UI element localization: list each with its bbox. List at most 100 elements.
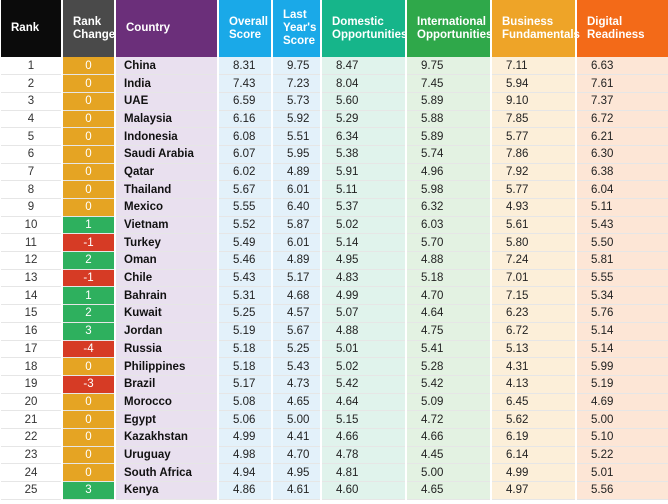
international-cell: 5.88 bbox=[405, 110, 491, 129]
rank-change-cell: 0 bbox=[61, 410, 115, 429]
digital-cell: 7.37 bbox=[575, 92, 668, 111]
last-year-score-cell: 7.23 bbox=[271, 74, 321, 93]
country-cell: Kenya bbox=[114, 481, 218, 500]
overall-score-cell: 5.08 bbox=[217, 393, 272, 412]
last-year-score-cell: 4.61 bbox=[271, 481, 321, 500]
business-cell: 7.92 bbox=[490, 163, 576, 182]
rank-cell: 14 bbox=[1, 286, 62, 306]
country-cell: India bbox=[114, 74, 218, 93]
rank-cell: 25 bbox=[1, 481, 62, 500]
header-country: Country bbox=[114, 0, 218, 57]
overall-score-cell: 6.07 bbox=[217, 145, 272, 164]
international-cell: 4.70 bbox=[405, 286, 491, 306]
digital-cell: 6.30 bbox=[575, 145, 668, 164]
business-cell: 7.86 bbox=[490, 145, 576, 164]
business-cell: 7.11 bbox=[490, 57, 576, 76]
digital-cell: 5.34 bbox=[575, 286, 668, 306]
overall-score-cell: 6.16 bbox=[217, 110, 272, 129]
domestic-cell: 5.14 bbox=[320, 233, 406, 253]
country-cell: Egypt bbox=[114, 410, 218, 429]
overall-score-cell: 5.43 bbox=[217, 269, 272, 288]
last-year-score-cell: 5.67 bbox=[271, 322, 321, 341]
last-year-score-cell: 4.41 bbox=[271, 428, 321, 447]
business-cell: 4.31 bbox=[490, 357, 576, 376]
rank-change-cell: -1 bbox=[61, 233, 115, 253]
country-cell: Chile bbox=[114, 269, 218, 288]
business-cell: 5.77 bbox=[490, 127, 576, 146]
digital-cell: 5.76 bbox=[575, 304, 668, 323]
international-cell: 5.00 bbox=[405, 463, 491, 482]
last-year-score-cell: 5.25 bbox=[271, 340, 321, 359]
table-row: 25 3 Kenya 4.86 4.61 4.60 4.65 4.97 5.56 bbox=[1, 481, 668, 500]
international-cell: 5.74 bbox=[405, 145, 491, 164]
rank-cell: 18 bbox=[1, 357, 62, 376]
international-cell: 7.45 bbox=[405, 74, 491, 93]
international-cell: 5.98 bbox=[405, 180, 491, 199]
overall-score-cell: 4.99 bbox=[217, 428, 272, 447]
digital-cell: 6.63 bbox=[575, 57, 668, 76]
overall-score-cell: 5.67 bbox=[217, 180, 272, 199]
digital-cell: 5.43 bbox=[575, 216, 668, 235]
last-year-score-cell: 5.43 bbox=[271, 357, 321, 376]
country-cell: Mexico bbox=[114, 198, 218, 217]
rank-change-cell: 0 bbox=[61, 428, 115, 447]
rank-cell: 6 bbox=[1, 145, 62, 164]
rank-change-cell: 1 bbox=[61, 286, 115, 306]
digital-cell: 7.61 bbox=[575, 74, 668, 93]
rank-change-cell: 0 bbox=[61, 163, 115, 182]
international-cell: 5.09 bbox=[405, 393, 491, 412]
domestic-cell: 6.34 bbox=[320, 127, 406, 146]
country-cell: Russia bbox=[114, 340, 218, 359]
digital-cell: 5.14 bbox=[575, 322, 668, 341]
table-row: 8 0 Thailand 5.67 6.01 5.11 5.98 5.77 6.04 bbox=[1, 180, 668, 199]
overall-score-cell: 5.49 bbox=[217, 233, 272, 253]
header-rank: Rank bbox=[1, 0, 62, 57]
rank-change-cell: 0 bbox=[61, 463, 115, 482]
rank-cell: 9 bbox=[1, 198, 62, 217]
domestic-cell: 5.42 bbox=[320, 375, 406, 394]
rank-change-cell: 0 bbox=[61, 145, 115, 164]
header-international-opportunities: International Opportunities bbox=[405, 0, 492, 57]
overall-score-cell: 5.18 bbox=[217, 357, 272, 376]
rank-change-cell: 2 bbox=[61, 304, 115, 323]
header-last-years-score: Last Year's Score bbox=[271, 0, 321, 57]
digital-cell: 5.19 bbox=[575, 375, 668, 394]
business-cell: 6.45 bbox=[490, 393, 576, 412]
rank-cell: 20 bbox=[1, 393, 62, 412]
digital-cell: 5.01 bbox=[575, 463, 668, 482]
digital-cell: 5.50 bbox=[575, 233, 668, 253]
country-cell: UAE bbox=[114, 92, 218, 111]
rank-cell: 21 bbox=[1, 410, 62, 429]
business-cell: 5.61 bbox=[490, 216, 576, 235]
overall-score-cell: 5.19 bbox=[217, 322, 272, 341]
international-cell: 4.72 bbox=[405, 410, 491, 429]
table-row: 24 0 South Africa 4.94 4.95 4.81 5.00 4.99 5.01 bbox=[1, 463, 668, 482]
table-row: 6 0 Saudi Arabia 6.07 5.95 5.38 5.74 7.86 6.30 bbox=[1, 145, 668, 164]
rank-change-cell: 0 bbox=[61, 110, 115, 129]
overall-score-cell: 8.31 bbox=[217, 57, 272, 76]
business-cell: 4.99 bbox=[490, 463, 576, 482]
overall-score-cell: 4.98 bbox=[217, 446, 272, 465]
country-cell: China bbox=[114, 57, 218, 76]
last-year-score-cell: 5.95 bbox=[271, 145, 321, 164]
rank-change-cell: -1 bbox=[61, 269, 115, 288]
rank-change-cell: 3 bbox=[61, 481, 115, 500]
table-row: 4 0 Malaysia 6.16 5.92 5.29 5.88 7.85 6.72 bbox=[1, 110, 668, 129]
country-cell: Oman bbox=[114, 251, 218, 270]
rank-change-cell: 0 bbox=[61, 198, 115, 217]
overall-score-cell: 7.43 bbox=[217, 74, 272, 93]
business-cell: 4.13 bbox=[490, 375, 576, 394]
international-cell: 5.18 bbox=[405, 269, 491, 288]
domestic-cell: 4.88 bbox=[320, 322, 406, 341]
table-row: 14 1 Bahrain 5.31 4.68 4.99 4.70 7.15 5.34 bbox=[1, 286, 668, 306]
country-cell: Turkey bbox=[114, 233, 218, 253]
business-cell: 6.19 bbox=[490, 428, 576, 447]
overall-score-cell: 6.02 bbox=[217, 163, 272, 182]
business-cell: 6.23 bbox=[490, 304, 576, 323]
last-year-score-cell: 4.68 bbox=[271, 286, 321, 306]
table-row: 23 0 Uruguay 4.98 4.70 4.78 4.45 6.14 5.22 bbox=[1, 446, 668, 465]
rank-change-cell: 0 bbox=[61, 180, 115, 199]
country-cell: Bahrain bbox=[114, 286, 218, 306]
last-year-score-cell: 4.89 bbox=[271, 251, 321, 270]
